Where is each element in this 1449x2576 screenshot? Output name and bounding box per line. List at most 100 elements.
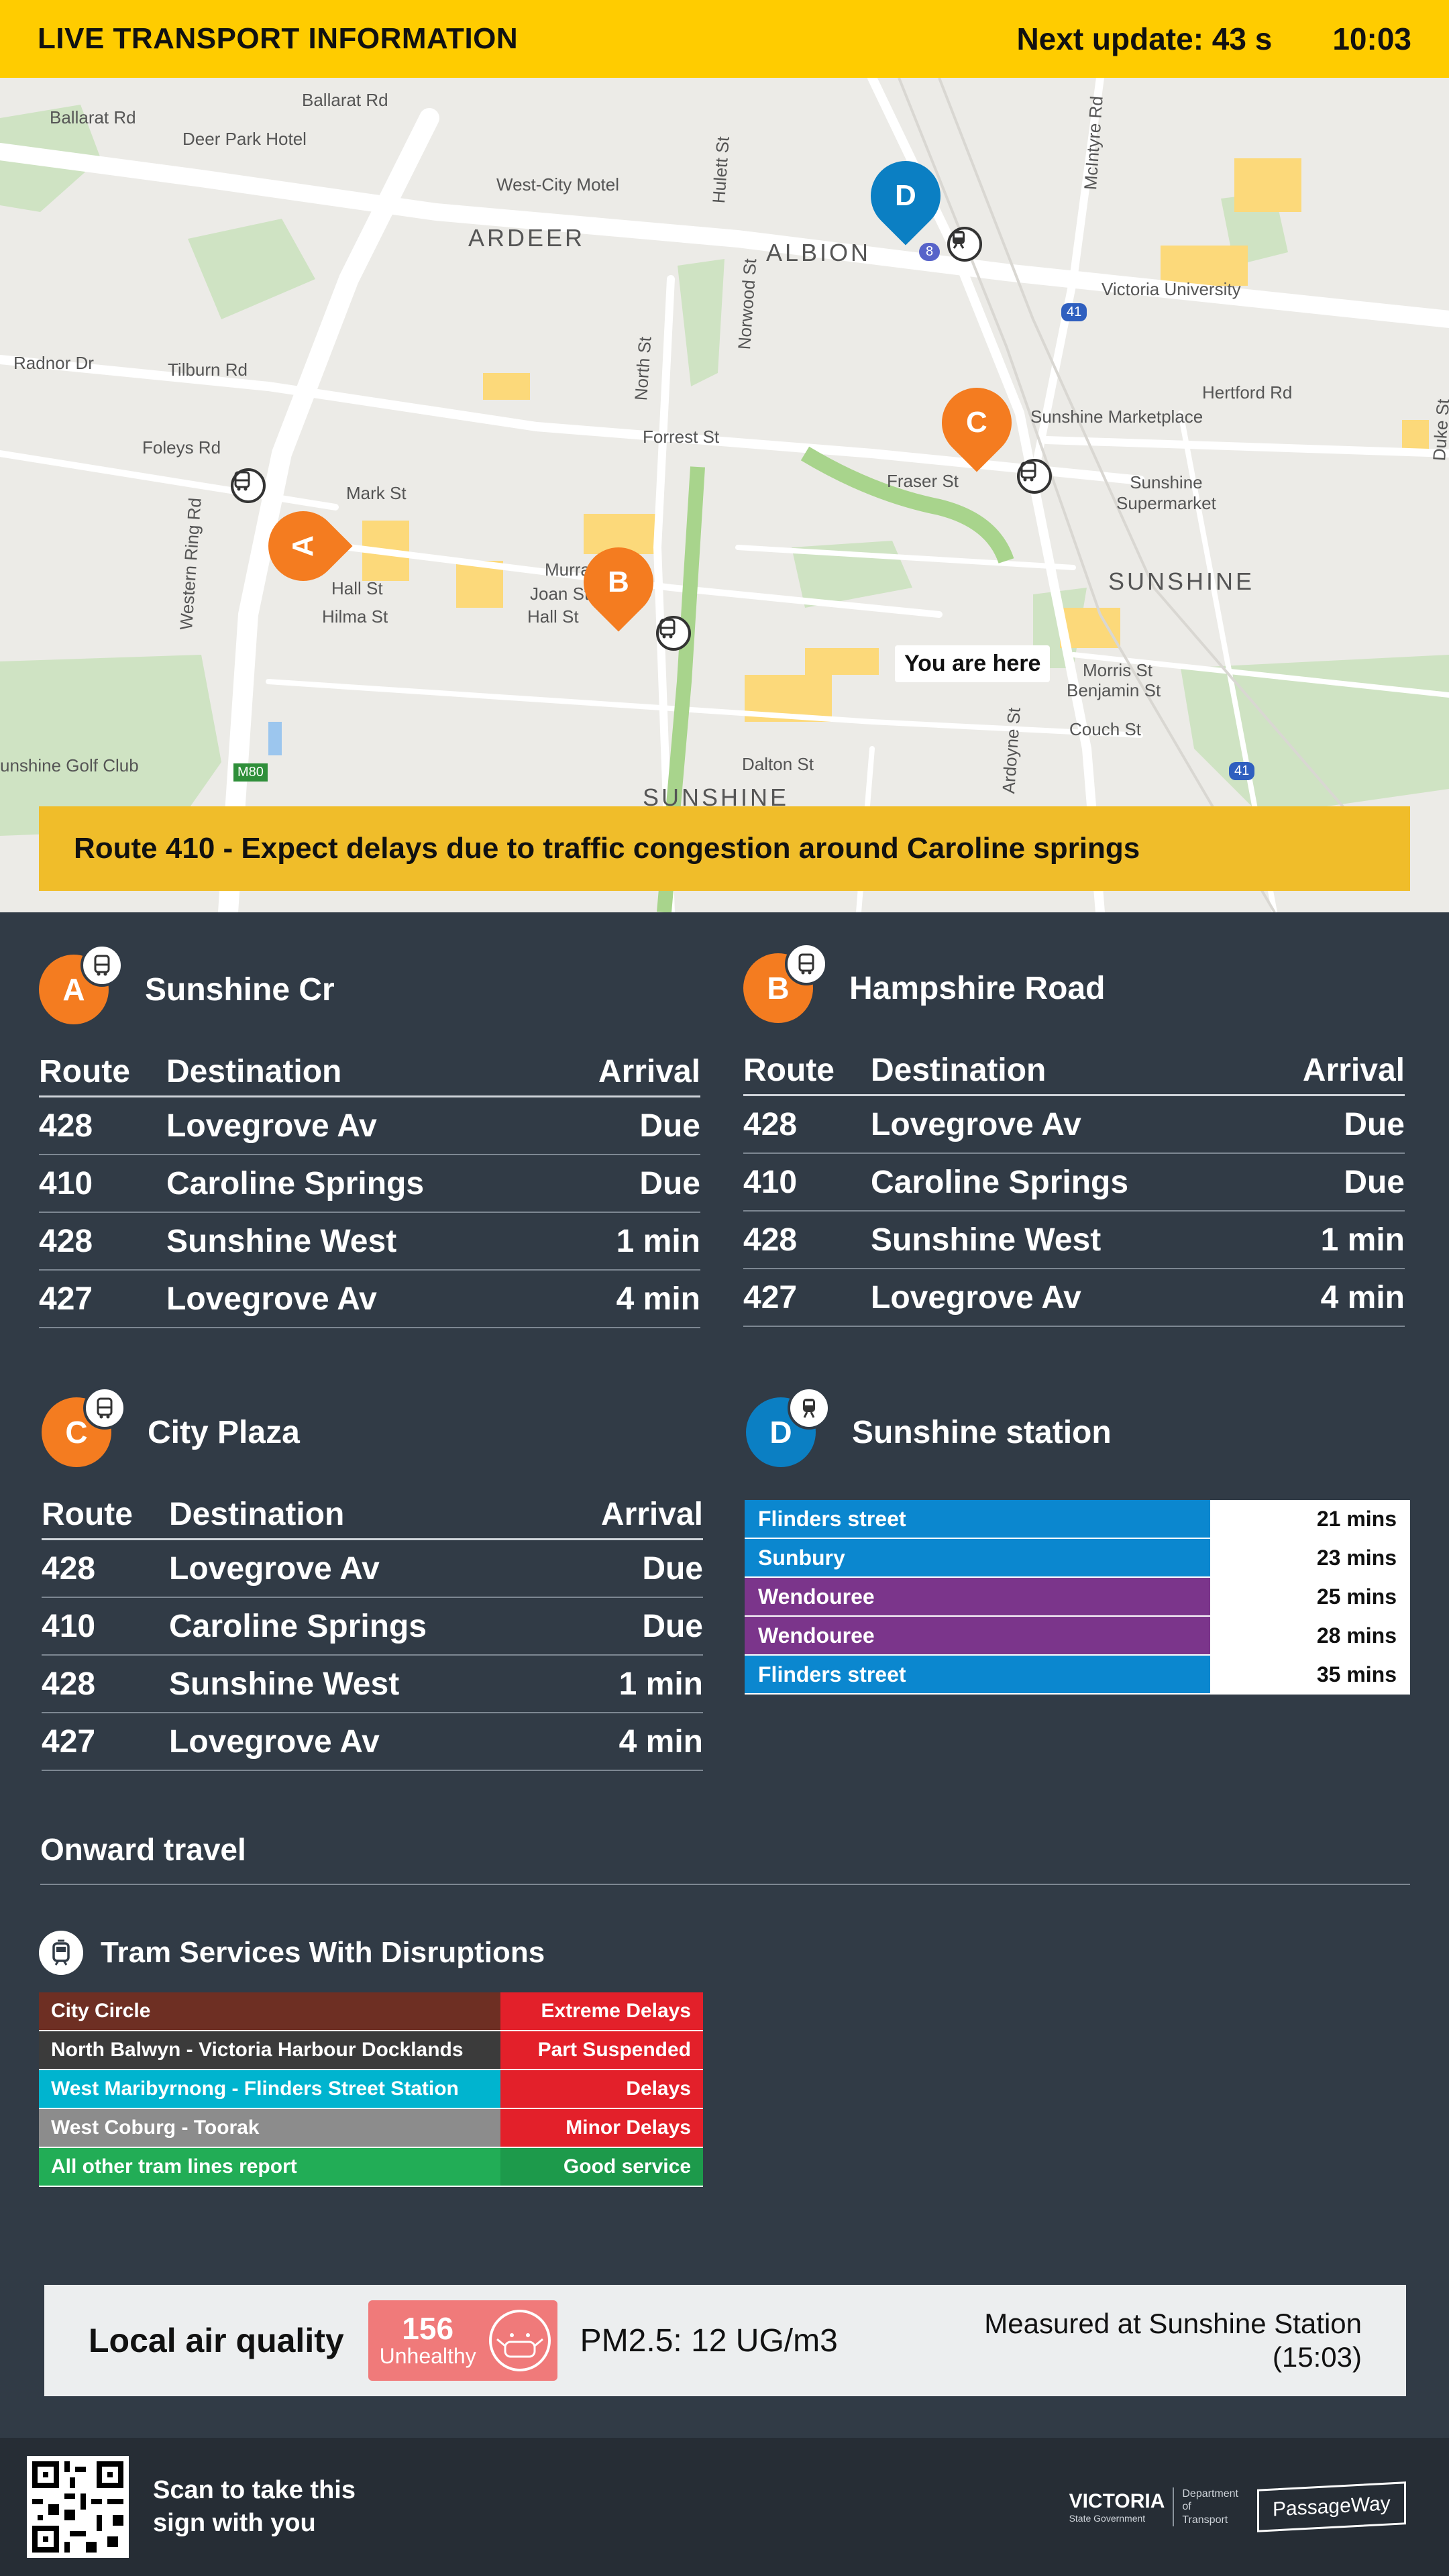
route-shield-icon: 41 — [1061, 303, 1087, 321]
map-label-radnor-dr: Radnor Dr — [13, 353, 94, 373]
bus-stop-icon[interactable] — [231, 468, 266, 503]
aqi-status: Unhealthy — [379, 2343, 476, 2368]
column-header-arrival: Arrival — [1302, 1053, 1405, 1088]
departures-table: Route Destination Arrival 428 Lovegrove A… — [39, 1048, 700, 1328]
bus-icon — [785, 943, 828, 985]
measurement-location: Measured at Sunshine Station — [984, 2307, 1362, 2339]
train-icon — [788, 1387, 830, 1430]
stop-badge-b: B — [743, 943, 828, 1023]
stop-badge-c: C — [42, 1387, 126, 1467]
map-label-duke-st: Duke St — [1429, 398, 1449, 462]
stop-panel-b: B Hampshire Road Route Destination Arriv… — [743, 943, 1405, 1327]
footer: Scan to take this sign with you VICTORIA… — [0, 2438, 1449, 2576]
departure-time: 35 mins — [1210, 1656, 1410, 1693]
arrival-time: Due — [642, 1550, 703, 1587]
m80-shield-icon: M80 — [233, 763, 268, 782]
you-are-here-marker: You are here — [895, 645, 1051, 682]
aqi-value: 156 — [402, 2310, 454, 2346]
train-line: Wendouree — [745, 1617, 1210, 1654]
arrival-time: 4 min — [619, 1723, 703, 1760]
stop-badge-d: D — [746, 1387, 830, 1467]
map-label-foleys-rd: Foleys Rd — [142, 437, 221, 458]
route-number: 428 — [42, 1666, 96, 1702]
next-update-countdown: Next update: 43 s — [1016, 21, 1273, 56]
column-header-destination: Destination — [166, 1054, 342, 1089]
table-row: 427 Lovegrove Av 4 min — [743, 1269, 1405, 1327]
map-label-forrest-st: Forrest St — [643, 427, 720, 447]
train-line: Sunbury — [745, 1539, 1210, 1576]
table-row: 428 Sunshine West 1 min — [42, 1656, 703, 1713]
map-label-fraser-st: Fraser St — [887, 471, 959, 491]
scan-instructions: Scan to take this sign with you — [153, 2475, 356, 2537]
onward-travel-heading: Onward travel — [40, 1831, 1410, 1885]
table-row: West Coburg - Toorak Minor Delays — [39, 2109, 703, 2148]
route-number: 410 — [42, 1608, 96, 1644]
map-label-tilburn-rd: Tilburn Rd — [168, 360, 248, 380]
destination: Sunshine West — [871, 1222, 1102, 1258]
status-badge: Minor Delays — [500, 2109, 703, 2147]
destination: Caroline Springs — [166, 1165, 425, 1201]
departure-time: 23 mins — [1210, 1539, 1410, 1576]
bus-stop-icon[interactable] — [656, 616, 691, 651]
table-row: West Maribyrnong - Flinders Street Stati… — [39, 2070, 703, 2109]
table-row: 428 Lovegrove Av Due — [39, 1097, 700, 1155]
service-alert-banner: Route 410 - Expect delays due to traffic… — [39, 806, 1410, 891]
destination: Lovegrove Av — [166, 1108, 377, 1144]
bus-icon — [80, 944, 123, 987]
destination: Caroline Springs — [169, 1608, 427, 1644]
stop-name: Hampshire Road — [849, 970, 1106, 1006]
state-government-label: State Government — [1069, 2513, 1146, 2524]
qr-code[interactable] — [27, 2456, 129, 2558]
route-number: 428 — [743, 1106, 798, 1142]
departure-time: 28 mins — [1210, 1617, 1410, 1654]
train-station-icon[interactable] — [947, 227, 982, 262]
departures-table: Route Destination Arrival 428 Lovegrove A… — [743, 1046, 1405, 1327]
train-line: Flinders street — [745, 1500, 1210, 1538]
column-header-arrival: Arrival — [598, 1054, 700, 1089]
tram-route-badge-icon: 8 — [919, 243, 941, 261]
arrival-time: Due — [642, 1608, 703, 1644]
table-row: City Circle Extreme Delays — [39, 1992, 703, 2031]
destination: Lovegrove Av — [166, 1281, 377, 1317]
stop-name: City Plaza — [148, 1414, 300, 1450]
status-badge: Extreme Delays — [500, 1992, 703, 2030]
tram-line: City Circle — [39, 1992, 500, 2030]
table-row: 410 Caroline Springs Due — [39, 1155, 700, 1213]
stop-name: Sunshine Cr — [145, 971, 335, 1008]
destination: Sunshine West — [169, 1666, 400, 1702]
route-number: 428 — [42, 1550, 96, 1587]
column-header-route: Route — [42, 1497, 133, 1532]
stop-badge-a: A — [39, 944, 123, 1024]
arrival-time: Due — [639, 1165, 700, 1201]
table-row: Wendouree 28 mins — [745, 1617, 1410, 1656]
area-map[interactable]: Ballarat Rd Ballarat Rd Deer Park Hotel … — [0, 78, 1449, 912]
map-label-hall-st: Hall St — [331, 578, 383, 598]
tram-line: West Maribyrnong - Flinders Street Stati… — [39, 2070, 500, 2108]
map-label-sunshine-marketplace: Sunshine Marketplace — [1030, 407, 1203, 427]
arrival-time: 1 min — [616, 1223, 700, 1259]
bus-icon — [83, 1387, 126, 1430]
air-quality-label: Local air quality — [89, 2322, 344, 2359]
table-row: Flinders street 35 mins — [745, 1656, 1410, 1695]
map-label-albion: ALBION — [766, 239, 871, 266]
route-number: 410 — [743, 1164, 798, 1200]
table-row: Wendouree 25 mins — [745, 1578, 1410, 1617]
destination: Lovegrove Av — [871, 1106, 1081, 1142]
bus-stop-icon[interactable] — [1017, 459, 1052, 494]
map-label-mark-st: Mark St — [346, 483, 407, 503]
tram-icon — [39, 1931, 83, 1975]
map-label-hertford-rd: Hertford Rd — [1202, 382, 1293, 402]
map-label-deer-park-hotel: Deer Park Hotel — [182, 129, 307, 149]
route-shield-icon: 41 — [1229, 762, 1255, 780]
map-label-hall-st: Hall St — [527, 606, 579, 627]
tram-disruptions-table: City Circle Extreme Delays North Balwyn -… — [39, 1992, 703, 2187]
tram-line: All other tram lines report — [39, 2148, 500, 2186]
table-row: North Balwyn - Victoria Harbour Dockland… — [39, 2031, 703, 2070]
table-row: Sunbury 23 mins — [745, 1539, 1410, 1578]
arrival-time: 1 min — [619, 1666, 703, 1702]
stop-panel-a: A Sunshine Cr Route Destination Arrival … — [39, 944, 700, 1328]
map-label-ballarat-rd: Ballarat Rd — [302, 90, 388, 110]
table-row: 428 Lovegrove Av Due — [42, 1540, 703, 1598]
clock: 10:03 — [1332, 21, 1411, 56]
departure-time: 21 mins — [1210, 1500, 1410, 1538]
